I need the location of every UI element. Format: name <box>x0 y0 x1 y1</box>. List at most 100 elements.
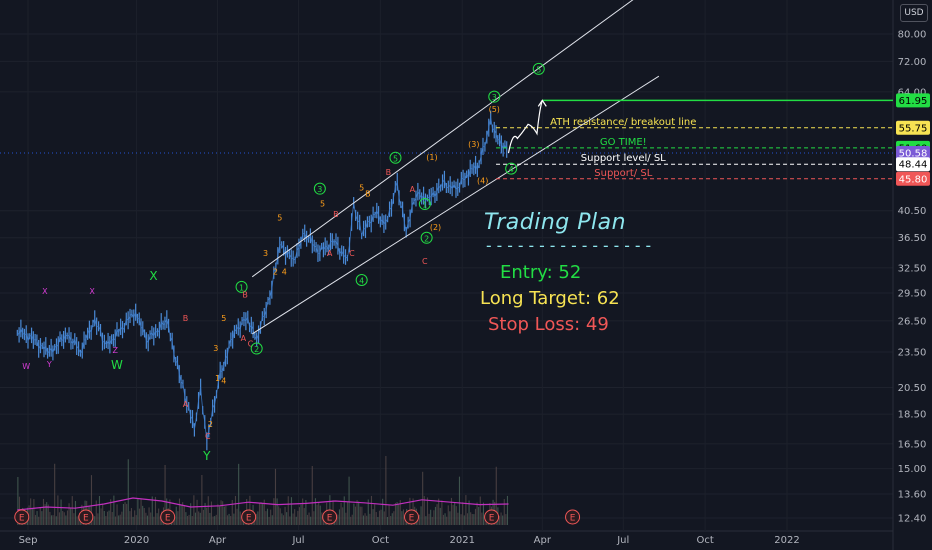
wave-label: C <box>205 432 211 441</box>
volume-bar <box>50 515 53 525</box>
earnings-marker-circle <box>14 509 30 525</box>
x-tick-label: Apr <box>209 535 227 546</box>
volume-bar <box>233 513 235 525</box>
volume-bar <box>452 504 454 525</box>
volume-bar <box>500 512 502 525</box>
y-tick-label: 13.60 <box>898 490 927 501</box>
wave-label: 1 <box>215 374 220 383</box>
level-annotation: Support level/ SL <box>581 153 666 164</box>
earnings-marker-label: E <box>83 514 89 524</box>
wave-label: 2 <box>208 420 213 429</box>
volume-bar <box>154 496 157 525</box>
volume-bar <box>289 516 291 525</box>
price-axis-label-text: 48.44 <box>899 160 928 171</box>
volume-bar <box>449 511 451 525</box>
volume-bar <box>148 507 150 525</box>
wave-label: (5) <box>489 105 500 114</box>
volume-bar <box>17 477 19 525</box>
wave-label-text: (3) <box>468 140 479 149</box>
volume-bar <box>73 513 75 525</box>
price-axis-label-bg <box>896 146 930 161</box>
volume-bar <box>430 509 432 525</box>
volume-bar <box>295 516 297 525</box>
volume-bar <box>481 512 483 525</box>
volume-bar <box>30 498 32 525</box>
volume-bar <box>367 499 369 525</box>
volume-bar <box>183 505 185 525</box>
volume-bar <box>202 509 205 525</box>
y-tick-label: 26.50 <box>898 316 927 327</box>
volume-bar <box>382 498 384 525</box>
wave-label-text: 3 <box>213 344 218 353</box>
wave-label-text: B <box>242 290 248 299</box>
wave-label: 2 <box>273 267 278 276</box>
volume-bar <box>100 508 102 525</box>
volume-bar <box>49 511 51 525</box>
wave-label: (4) <box>477 176 488 185</box>
volume-bar <box>297 510 299 525</box>
wave-label: X <box>149 269 157 283</box>
earnings-marker: E <box>14 509 30 525</box>
volume-bar <box>74 500 77 525</box>
y-tick-label: 80.00 <box>898 30 927 41</box>
volume-bar <box>39 507 41 525</box>
volume-bar <box>423 496 425 525</box>
volume-bar <box>418 514 421 525</box>
wave-label-text: Y <box>202 449 211 463</box>
volume-bar <box>108 510 110 525</box>
x-tick-label: Sep <box>19 535 38 546</box>
volume-bar <box>158 508 160 525</box>
y-tick-label: 29.50 <box>898 288 927 299</box>
wave-label-text: 1 <box>422 201 427 210</box>
wave-label: 3 <box>213 344 218 353</box>
wave-label: (3) <box>468 140 479 149</box>
volume-bar <box>68 503 70 525</box>
volume-bar <box>241 516 243 525</box>
wave-label-text: 1 <box>239 283 244 292</box>
volume-bar <box>135 515 137 525</box>
volume-bar <box>185 512 187 525</box>
volume-bar <box>361 506 363 525</box>
wave-label: B <box>183 314 189 323</box>
wave-label-text: Y <box>46 360 52 369</box>
wave-label-circle <box>420 231 433 244</box>
wave-label: 5 <box>359 183 364 192</box>
price-axis-label: 48.44 <box>896 157 930 172</box>
volume-bar <box>143 507 145 525</box>
volume-bar <box>209 512 211 525</box>
volume-bar <box>338 509 341 525</box>
wave-label-text: B <box>365 189 371 198</box>
volume-bar <box>124 502 126 525</box>
volume-bar <box>137 498 139 525</box>
volume-bar <box>302 498 304 525</box>
y-tick-label: 32.50 <box>898 263 927 274</box>
volume-bar <box>479 496 481 525</box>
volume-bar <box>201 474 203 525</box>
volume-bar <box>455 506 457 525</box>
volume-bar <box>33 499 35 525</box>
price-axis-label: 55.75 <box>896 120 930 135</box>
wave-label-text: X <box>42 287 48 296</box>
earnings-marker: E <box>322 509 338 525</box>
volume-bar <box>298 507 301 525</box>
currency-badge[interactable]: USD <box>900 4 928 22</box>
volume-bar <box>498 515 501 525</box>
wave-label: 5 <box>221 314 226 323</box>
volume-bar <box>175 506 177 525</box>
earnings-marker-label: E <box>327 514 333 524</box>
wave-label-text: C <box>248 340 254 349</box>
volume-bar <box>127 459 129 525</box>
volume-bar <box>503 499 505 525</box>
y-tick-label: 36.50 <box>898 233 927 244</box>
volume-bar <box>234 495 237 525</box>
wave-label-text: (5) <box>489 105 500 114</box>
wave-label-text: 4 <box>509 165 514 174</box>
volume-bar <box>286 512 288 525</box>
volume-bar <box>398 503 400 525</box>
wave-label-text: (1) <box>426 153 437 162</box>
price-axis-label-bg <box>896 93 930 108</box>
volume-bar <box>210 501 213 525</box>
x-tick-label: 2021 <box>449 535 474 546</box>
